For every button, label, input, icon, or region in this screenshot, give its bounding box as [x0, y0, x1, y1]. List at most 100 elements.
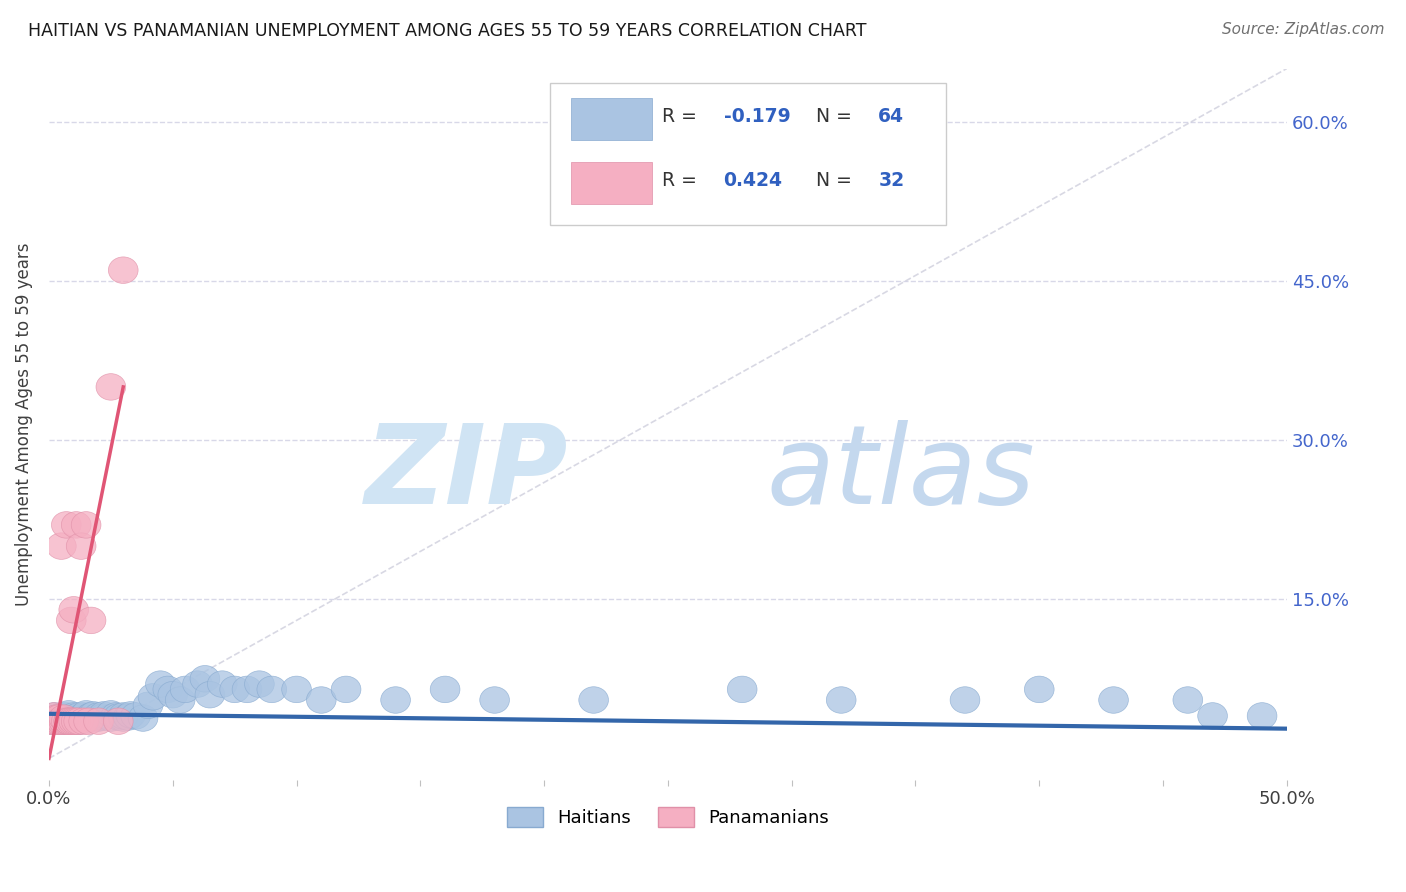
- Ellipse shape: [69, 708, 98, 734]
- FancyBboxPatch shape: [571, 98, 652, 140]
- Ellipse shape: [157, 681, 187, 708]
- Ellipse shape: [49, 705, 79, 731]
- Ellipse shape: [232, 676, 262, 703]
- Ellipse shape: [53, 708, 83, 734]
- Ellipse shape: [42, 708, 72, 734]
- Ellipse shape: [101, 703, 131, 729]
- Ellipse shape: [66, 705, 96, 731]
- Ellipse shape: [430, 676, 460, 703]
- Ellipse shape: [44, 705, 73, 731]
- Ellipse shape: [73, 708, 104, 734]
- Ellipse shape: [89, 702, 118, 728]
- Ellipse shape: [46, 533, 76, 559]
- Ellipse shape: [79, 702, 108, 728]
- Ellipse shape: [1173, 687, 1202, 714]
- Ellipse shape: [72, 705, 101, 731]
- Ellipse shape: [39, 703, 69, 729]
- Ellipse shape: [166, 687, 195, 714]
- Ellipse shape: [104, 708, 134, 734]
- Ellipse shape: [39, 708, 69, 734]
- Ellipse shape: [46, 708, 76, 734]
- Text: HAITIAN VS PANAMANIAN UNEMPLOYMENT AMONG AGES 55 TO 59 YEARS CORRELATION CHART: HAITIAN VS PANAMANIAN UNEMPLOYMENT AMONG…: [28, 22, 866, 40]
- Ellipse shape: [128, 705, 157, 731]
- Ellipse shape: [146, 671, 176, 698]
- FancyBboxPatch shape: [571, 162, 652, 203]
- Text: ZIP: ZIP: [366, 420, 569, 527]
- Text: N =: N =: [804, 171, 858, 190]
- Ellipse shape: [44, 708, 73, 734]
- Ellipse shape: [72, 512, 101, 538]
- Ellipse shape: [37, 707, 66, 733]
- Ellipse shape: [59, 708, 89, 734]
- Ellipse shape: [183, 671, 212, 698]
- Ellipse shape: [1098, 687, 1129, 714]
- Ellipse shape: [1025, 676, 1054, 703]
- Ellipse shape: [53, 708, 83, 734]
- Ellipse shape: [42, 705, 72, 731]
- Ellipse shape: [134, 692, 163, 719]
- Ellipse shape: [46, 708, 76, 734]
- Ellipse shape: [63, 703, 94, 729]
- Ellipse shape: [108, 703, 138, 729]
- Ellipse shape: [96, 700, 125, 727]
- Ellipse shape: [83, 705, 114, 731]
- Ellipse shape: [281, 676, 311, 703]
- Legend: Haitians, Panamanians: Haitians, Panamanians: [499, 799, 837, 835]
- Text: N =: N =: [804, 107, 858, 127]
- Ellipse shape: [34, 708, 63, 734]
- Ellipse shape: [307, 687, 336, 714]
- Ellipse shape: [208, 671, 238, 698]
- Ellipse shape: [121, 703, 150, 729]
- Ellipse shape: [138, 683, 167, 710]
- Ellipse shape: [63, 708, 94, 734]
- Ellipse shape: [1198, 703, 1227, 729]
- Ellipse shape: [63, 708, 94, 734]
- Ellipse shape: [62, 708, 91, 734]
- Ellipse shape: [108, 257, 138, 284]
- Ellipse shape: [83, 703, 114, 729]
- Ellipse shape: [104, 704, 134, 731]
- Ellipse shape: [190, 665, 219, 692]
- Ellipse shape: [76, 703, 105, 729]
- Text: -0.179: -0.179: [724, 107, 790, 127]
- Text: Source: ZipAtlas.com: Source: ZipAtlas.com: [1222, 22, 1385, 37]
- Ellipse shape: [59, 597, 89, 624]
- FancyBboxPatch shape: [550, 83, 946, 225]
- Ellipse shape: [1247, 703, 1277, 729]
- Text: R =: R =: [662, 107, 703, 127]
- Ellipse shape: [39, 703, 69, 729]
- Text: 32: 32: [879, 171, 904, 190]
- Ellipse shape: [62, 512, 91, 538]
- Ellipse shape: [46, 703, 76, 729]
- Y-axis label: Unemployment Among Ages 55 to 59 years: Unemployment Among Ages 55 to 59 years: [15, 243, 32, 606]
- Ellipse shape: [49, 708, 79, 734]
- Ellipse shape: [52, 703, 82, 729]
- Ellipse shape: [53, 705, 83, 731]
- Ellipse shape: [53, 700, 83, 727]
- Ellipse shape: [34, 708, 63, 734]
- Ellipse shape: [59, 703, 89, 729]
- Ellipse shape: [257, 676, 287, 703]
- Ellipse shape: [76, 607, 105, 633]
- Ellipse shape: [66, 533, 96, 559]
- Ellipse shape: [170, 676, 200, 703]
- Ellipse shape: [52, 512, 82, 538]
- Ellipse shape: [73, 706, 104, 732]
- Ellipse shape: [108, 705, 138, 731]
- Ellipse shape: [245, 671, 274, 698]
- Ellipse shape: [56, 708, 86, 734]
- Ellipse shape: [83, 708, 114, 734]
- Ellipse shape: [153, 676, 183, 703]
- Ellipse shape: [59, 705, 89, 731]
- Ellipse shape: [727, 676, 756, 703]
- Ellipse shape: [96, 705, 125, 731]
- Ellipse shape: [381, 687, 411, 714]
- Ellipse shape: [89, 704, 118, 731]
- Ellipse shape: [479, 687, 509, 714]
- Ellipse shape: [72, 700, 101, 727]
- Text: 0.424: 0.424: [724, 171, 783, 190]
- Ellipse shape: [56, 607, 86, 633]
- Ellipse shape: [827, 687, 856, 714]
- Ellipse shape: [69, 703, 98, 729]
- Text: R =: R =: [662, 171, 703, 190]
